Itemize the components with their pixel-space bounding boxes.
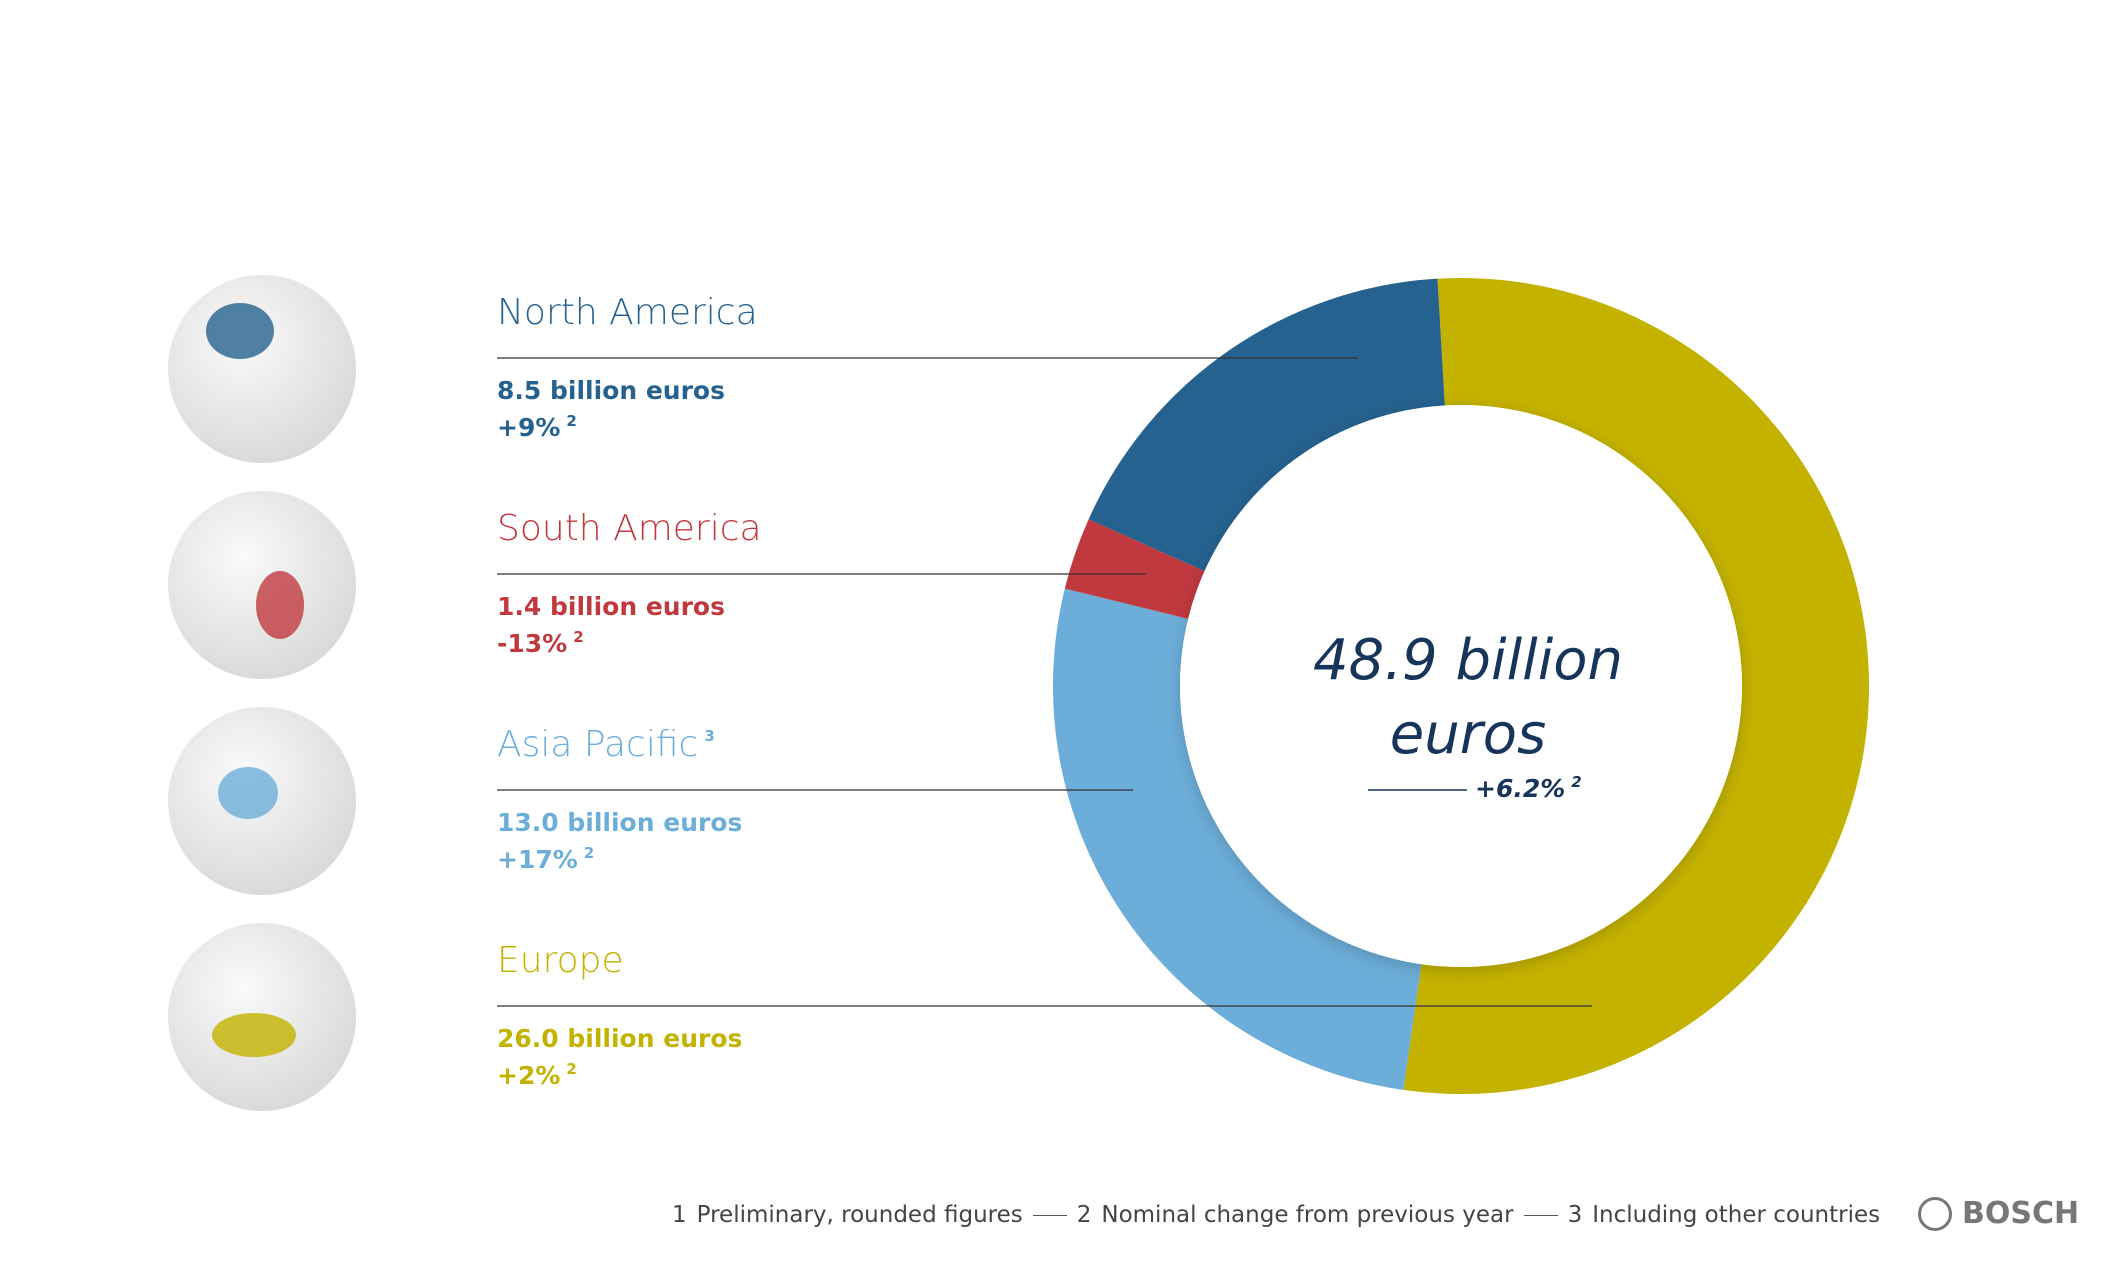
center-total: 48.9 billion euros <box>1312 628 1624 767</box>
value-label: 13.0 billion euros <box>497 808 742 837</box>
globe-region <box>206 303 274 359</box>
donut-segment <box>1403 277 1870 1095</box>
footnote-ref: 2 <box>1571 773 1581 791</box>
change-text: +9% <box>497 413 560 442</box>
logo: BOSCH <box>1918 1196 2079 1231</box>
change-text: -13% <box>497 629 567 658</box>
logo-text: BOSCH <box>1962 1196 2080 1231</box>
change-label: +9% 2 <box>497 412 577 443</box>
region-name-text: Asia Pacific <box>497 724 698 765</box>
center-change-text: +6.2% <box>1475 774 1565 803</box>
value-label: 26.0 billion euros <box>497 1024 742 1053</box>
change-text: +2% <box>497 1061 560 1090</box>
footnotes: 1 Preliminary, rounded figures 2 Nominal ch… <box>672 1202 1880 1228</box>
region-name: South America <box>497 508 762 549</box>
globe-region <box>212 1013 296 1057</box>
footnote-text: Including other countries <box>1592 1202 1881 1228</box>
separator <box>1032 1215 1067 1216</box>
change-label: +17% 2 <box>497 844 594 875</box>
donut-segment <box>1088 278 1445 572</box>
region-name-text: Europe <box>497 940 624 981</box>
region-name: Asia Pacific 3 <box>497 724 715 765</box>
change-label: +2% 2 <box>497 1060 577 1091</box>
globe-region <box>218 767 278 819</box>
donut-segment <box>1064 519 1205 619</box>
center-change: +6.2% 2 <box>1475 773 1582 804</box>
footnote-ref: 2 <box>566 1060 576 1078</box>
footnote-marker: 1 <box>672 1202 687 1228</box>
donut-segment <box>1053 588 1422 1090</box>
globe-region <box>256 571 304 639</box>
footnote-marker: 3 <box>1567 1202 1583 1228</box>
value-label: 8.5 billion euros <box>497 376 725 405</box>
separator <box>1523 1215 1558 1216</box>
footnote-marker: 2 <box>1076 1202 1092 1228</box>
footnote-ref: 2 <box>573 628 583 646</box>
region-name-text: South America <box>497 508 762 549</box>
region-name-text: North America <box>497 292 758 333</box>
footnote-text: Nominal change from previous year <box>1101 1202 1514 1228</box>
region-name: North America <box>497 292 758 333</box>
donut-hole <box>1180 405 1742 967</box>
value-label: 1.4 billion euros <box>497 592 725 621</box>
footnote-text: Preliminary, rounded figures <box>696 1202 1023 1228</box>
change-text: +17% <box>497 845 578 874</box>
footnote-ref: 2 <box>584 844 594 862</box>
footnote-ref: 3 <box>704 727 714 745</box>
region-name: Europe <box>497 940 624 981</box>
logo-icon <box>1918 1196 1952 1231</box>
globe <box>168 275 356 463</box>
footnote-ref: 2 <box>566 412 576 430</box>
change-label: -13% 2 <box>497 628 584 659</box>
